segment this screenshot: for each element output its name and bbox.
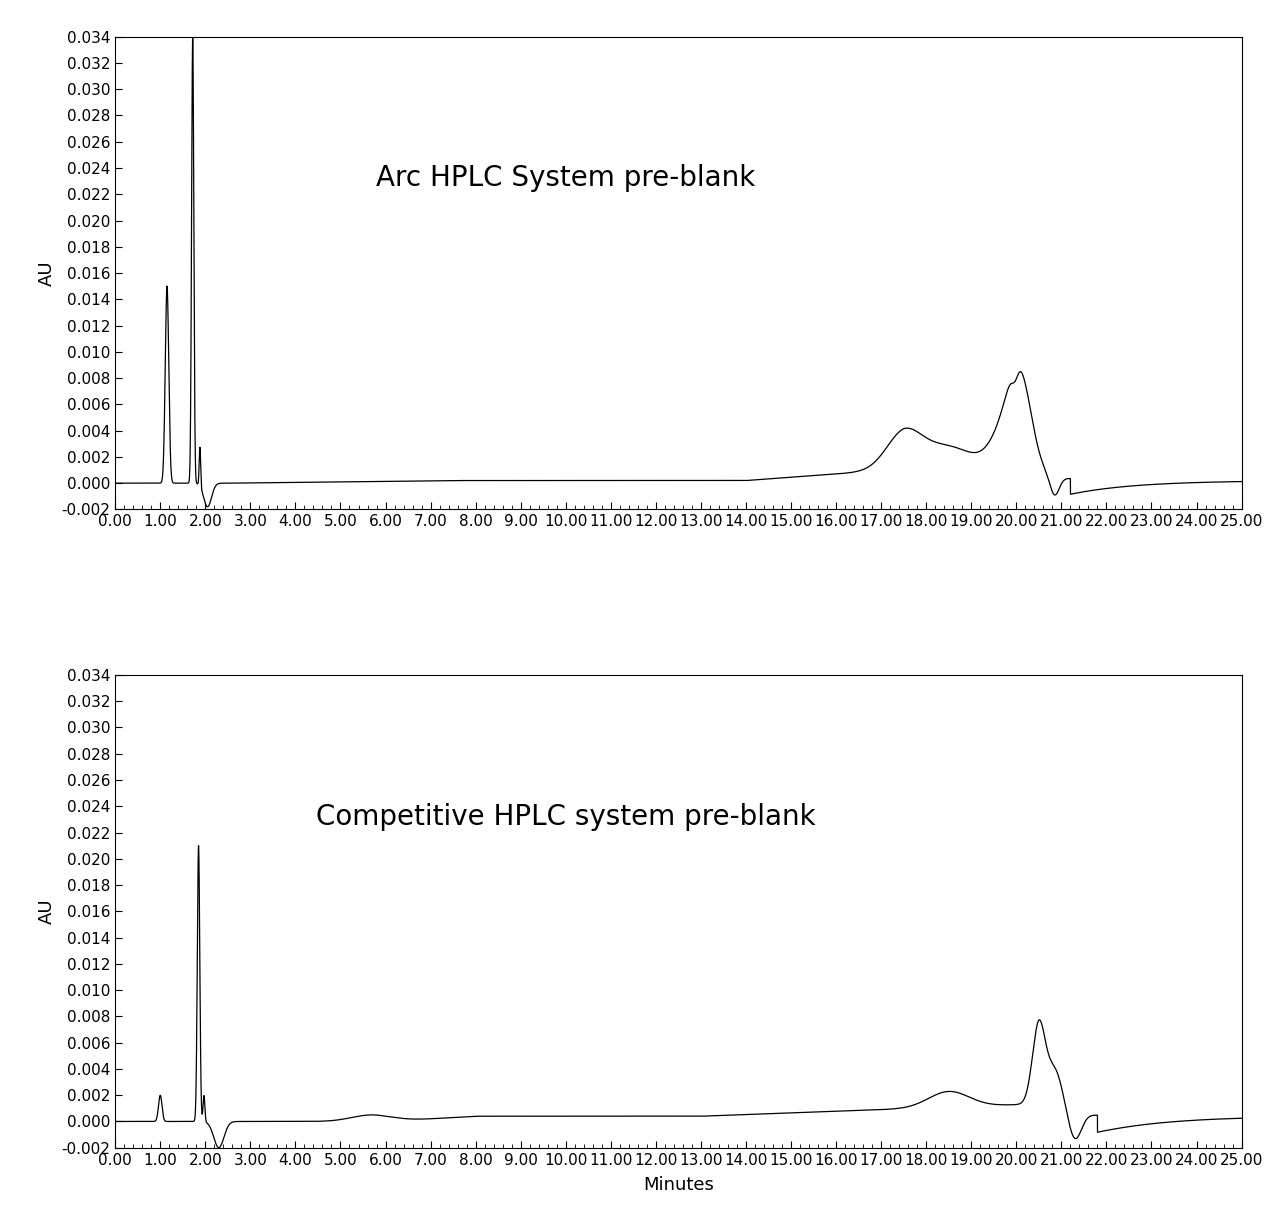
Y-axis label: AU: AU bbox=[38, 899, 56, 924]
Y-axis label: AU: AU bbox=[38, 260, 56, 286]
Text: Arc HPLC System pre-blank: Arc HPLC System pre-blank bbox=[376, 165, 755, 193]
Text: Competitive HPLC system pre-blank: Competitive HPLC system pre-blank bbox=[316, 802, 815, 830]
X-axis label: Minutes: Minutes bbox=[643, 1176, 714, 1194]
